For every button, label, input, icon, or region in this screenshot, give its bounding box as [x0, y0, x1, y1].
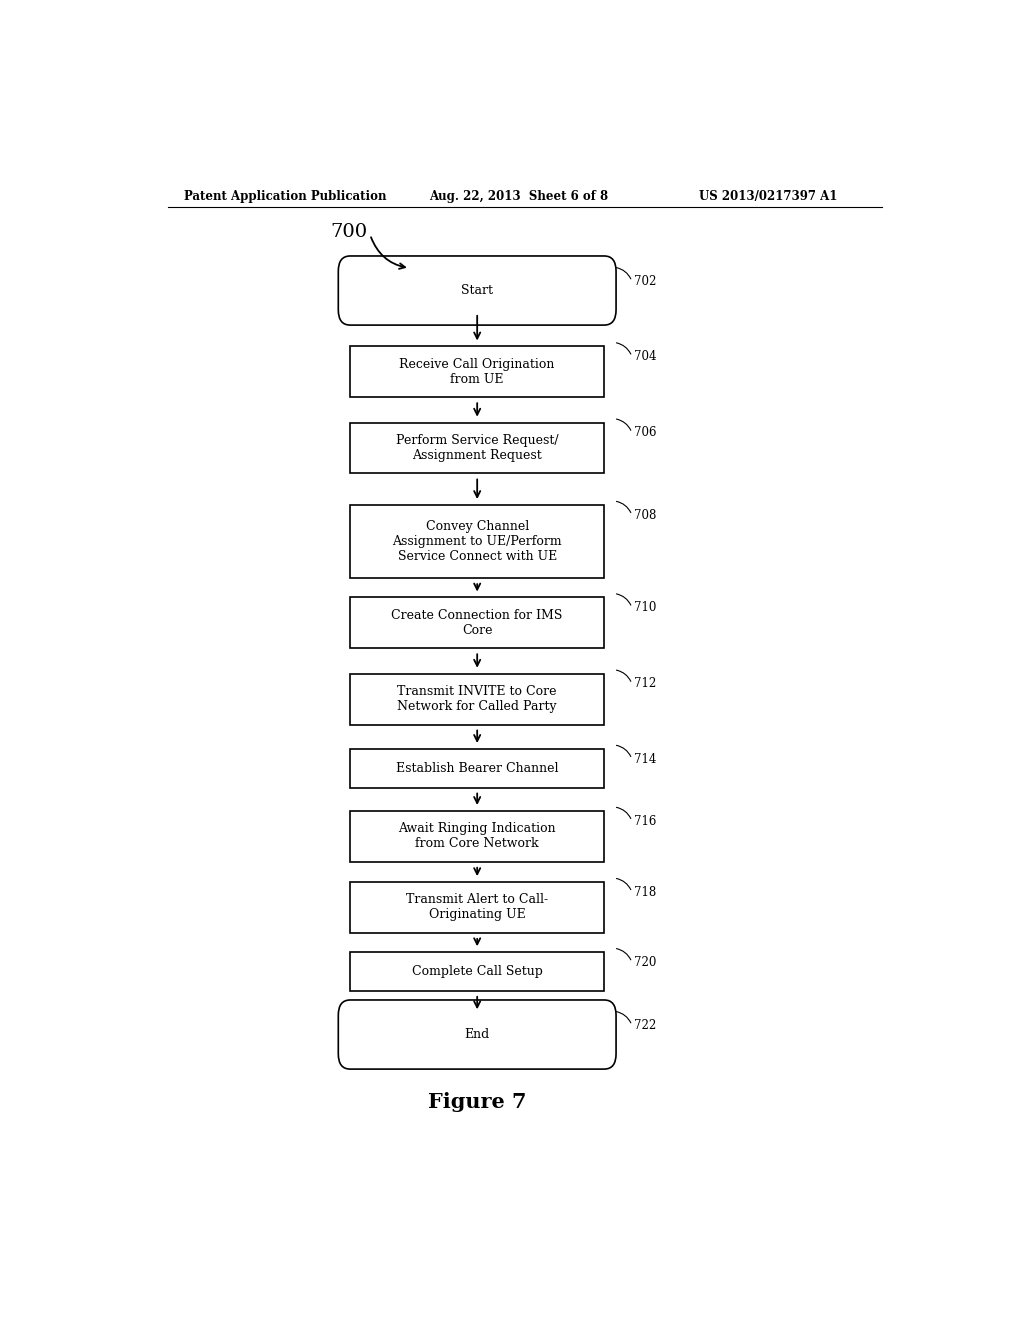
Text: Perform Service Request/
Assignment Request: Perform Service Request/ Assignment Requ…: [396, 434, 558, 462]
Text: Figure 7: Figure 7: [428, 1092, 526, 1111]
Text: 716: 716: [634, 814, 656, 828]
Text: 712: 712: [634, 677, 655, 690]
Text: Receive Call Origination
from UE: Receive Call Origination from UE: [399, 358, 555, 385]
Text: 720: 720: [634, 956, 656, 969]
Text: 714: 714: [634, 752, 656, 766]
Text: Complete Call Setup: Complete Call Setup: [412, 965, 543, 978]
Text: Transmit Alert to Call-
Originating UE: Transmit Alert to Call- Originating UE: [407, 894, 548, 921]
Text: Await Ringing Indication
from Core Network: Await Ringing Indication from Core Netwo…: [398, 822, 556, 850]
Text: Aug. 22, 2013  Sheet 6 of 8: Aug. 22, 2013 Sheet 6 of 8: [430, 190, 608, 202]
Text: 710: 710: [634, 601, 656, 614]
Text: Convey Channel
Assignment to UE/Perform
Service Connect with UE: Convey Channel Assignment to UE/Perform …: [392, 520, 562, 564]
Text: 722: 722: [634, 1019, 655, 1032]
Text: 704: 704: [634, 350, 656, 363]
Text: 708: 708: [634, 508, 656, 521]
Text: 700: 700: [331, 223, 368, 240]
Text: End: End: [465, 1028, 489, 1041]
Text: Establish Bearer Channel: Establish Bearer Channel: [396, 762, 558, 775]
Text: Start: Start: [461, 284, 494, 297]
Text: US 2013/0217397 A1: US 2013/0217397 A1: [699, 190, 838, 202]
Text: Create Connection for IMS
Core: Create Connection for IMS Core: [391, 609, 563, 636]
Text: Patent Application Publication: Patent Application Publication: [183, 190, 386, 202]
Text: Transmit INVITE to Core
Network for Called Party: Transmit INVITE to Core Network for Call…: [397, 685, 557, 713]
Text: 706: 706: [634, 426, 656, 440]
Text: 702: 702: [634, 275, 656, 288]
Text: 718: 718: [634, 886, 655, 899]
